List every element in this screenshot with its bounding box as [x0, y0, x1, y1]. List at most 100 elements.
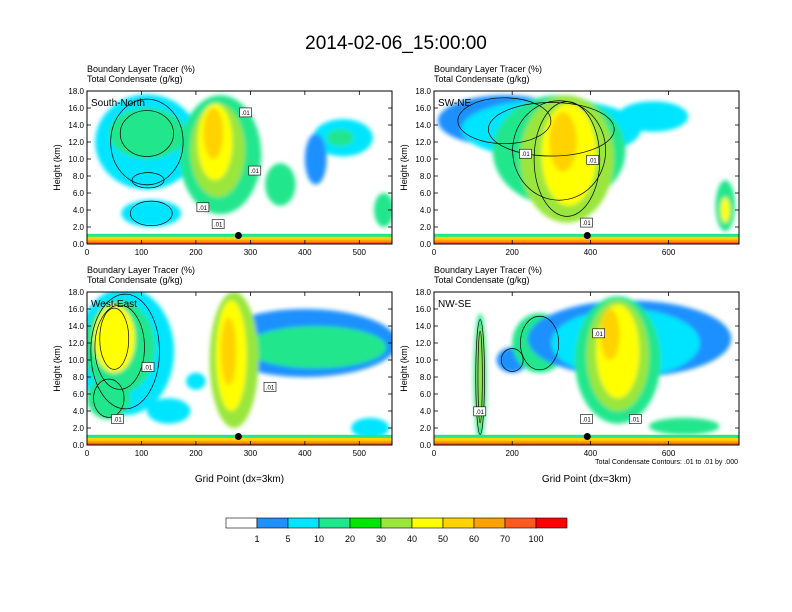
panel-label: South-North: [91, 98, 145, 109]
tracer-blob: [220, 317, 237, 386]
tracer-blob: [121, 199, 182, 227]
boundary-layer-band: [434, 442, 739, 445]
condensate-contour: [500, 348, 524, 372]
colorbar-swatch: [504, 517, 537, 529]
colorbar-swatch: [349, 517, 382, 529]
y-tick-label: 0.0: [420, 441, 432, 450]
condensate-contour: [520, 315, 560, 371]
y-tick-label: 12.0: [415, 339, 431, 348]
contour-label: .01: [266, 385, 275, 391]
x-tick-label: 400: [298, 248, 312, 257]
tracer-blob: [244, 326, 387, 369]
condensate-contour: [129, 200, 173, 226]
contour-label: .01: [521, 152, 530, 158]
y-tick-label: 8.0: [420, 172, 432, 181]
x-axis-title: Grid Point (dx=3km): [195, 474, 284, 485]
x-tick-label: 200: [189, 248, 203, 257]
contour-label: .01: [251, 169, 260, 175]
panel-title-tracer: Boundary Layer Tracer (%): [87, 64, 195, 74]
colorbar-label: 50: [438, 534, 448, 544]
tracer-blob: [617, 101, 689, 132]
y-axis-title: Height (km): [399, 144, 409, 191]
y-tick-label: 6.0: [73, 189, 85, 198]
y-tick-label: 2.0: [420, 223, 432, 232]
x-tick-label: 400: [298, 449, 312, 458]
y-tick-label: 6.0: [420, 189, 432, 198]
contour-label-box: [473, 406, 487, 417]
tracer-blob: [93, 304, 135, 373]
x-tick-label: 400: [584, 449, 598, 458]
x-tick-label: 300: [244, 449, 258, 458]
y-tick-label: 14.0: [68, 322, 84, 331]
contour-label-box: [628, 414, 642, 424]
colorbar-label: 40: [407, 534, 417, 544]
tracer-blob: [649, 417, 720, 435]
panel-west-east: Boundary Layer Tracer (%)Total Condensat…: [52, 265, 393, 485]
y-tick-label: 18.0: [415, 288, 431, 297]
x-tick-label: 300: [244, 248, 258, 257]
panel-title-condensate: Total Condensate (g/kg): [434, 275, 530, 285]
y-tick-label: 16.0: [415, 305, 431, 314]
contour-label: .01: [144, 365, 153, 371]
colorbar-swatch: [473, 517, 506, 529]
contour-label-box: [239, 107, 252, 118]
colorbar-swatch: [287, 517, 320, 529]
figure-title: 2014-02-06_15:00:00: [305, 33, 487, 54]
x-tick-label: 0: [85, 248, 90, 257]
contour-label-box: [211, 219, 225, 229]
y-tick-label: 4.0: [73, 407, 85, 416]
y-tick-label: 12.0: [68, 138, 84, 147]
location-marker: [583, 232, 591, 239]
panel-label: West-East: [91, 299, 137, 310]
y-tick-label: 4.0: [420, 407, 432, 416]
panel-title-condensate: Total Condensate (g/kg): [87, 275, 183, 285]
y-tick-label: 8.0: [420, 373, 432, 382]
contour-label: .01: [199, 206, 208, 212]
x-tick-label: 200: [506, 248, 520, 257]
y-tick-label: 0.0: [420, 240, 432, 249]
colorbar-swatch: [535, 517, 568, 529]
tracer-blob: [146, 398, 191, 424]
contour-label-box: [580, 414, 593, 424]
y-tick-label: 14.0: [415, 121, 431, 130]
plot-frame: [86, 291, 393, 446]
y-tick-label: 16.0: [415, 104, 431, 113]
colorbar-label: 10: [314, 534, 324, 544]
x-axis-title: Grid Point (dx=3km): [542, 474, 631, 485]
x-tick-label: 200: [189, 449, 203, 458]
contour-label: .01: [476, 410, 485, 416]
colorbar: 1 5 10 20 30 40 50 60 70 100: [225, 517, 568, 544]
tracer-field: [87, 292, 392, 445]
x-tick-label: 100: [135, 449, 149, 458]
contour-label-box: [592, 328, 606, 339]
tracer-blob: [203, 108, 224, 159]
y-tick-label: 4.0: [73, 206, 85, 215]
y-tick-label: 2.0: [73, 424, 85, 433]
colorbar-label: 1: [254, 534, 259, 544]
tracer-blob: [720, 197, 731, 223]
tracer-blob: [87, 377, 131, 420]
x-tick-label: 0: [85, 449, 90, 458]
contour-label: .01: [588, 158, 597, 164]
condensate-contour: [94, 304, 145, 390]
tracer-blob: [549, 112, 577, 172]
x-tick-label: 500: [353, 449, 367, 458]
colorbar-swatch: [411, 517, 444, 529]
condensate-contour: [475, 319, 485, 435]
colorbar-label: 30: [376, 534, 386, 544]
tracer-blob: [600, 309, 620, 360]
boundary-layer-band: [87, 241, 392, 244]
condensate-contour: [533, 101, 601, 217]
y-tick-label: 12.0: [415, 138, 431, 147]
contour-note: Total Condensate Contours: .01 to .01 by…: [595, 459, 738, 466]
y-tick-label: 2.0: [73, 223, 85, 232]
condensate-contour: [457, 97, 552, 145]
contour-label-box: [141, 362, 155, 372]
y-tick-label: 8.0: [73, 373, 85, 382]
y-tick-label: 10.0: [68, 356, 84, 365]
tracer-field: [87, 94, 392, 244]
condensate-contour: [99, 307, 130, 370]
colorbar-swatch: [442, 517, 475, 529]
y-tick-label: 12.0: [68, 339, 84, 348]
colorbar-label: 20: [345, 534, 355, 544]
